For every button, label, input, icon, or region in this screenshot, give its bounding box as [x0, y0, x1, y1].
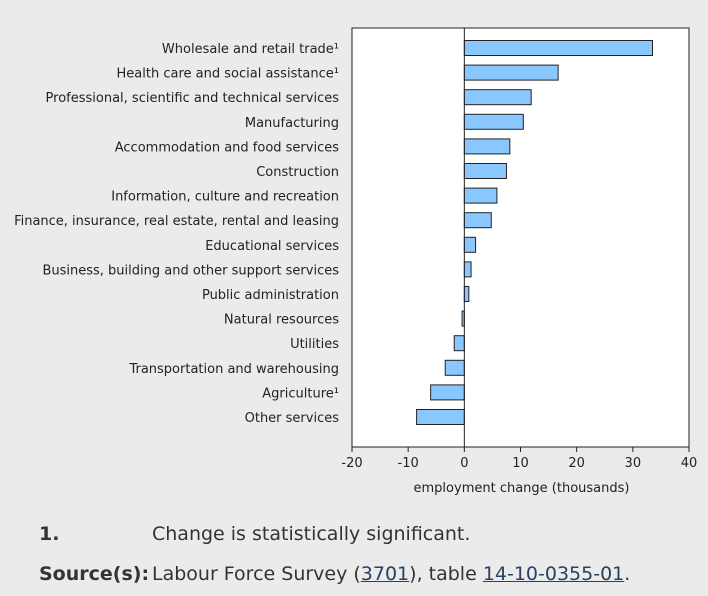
category-label: Manufacturing — [245, 116, 339, 131]
table-link[interactable]: 14-10-0355-01 — [482, 563, 625, 585]
x-tick-label: 0 — [460, 456, 468, 471]
bar — [463, 113, 524, 130]
category-label: Utilities — [290, 337, 339, 352]
x-tick-label: -20 — [341, 456, 362, 471]
category-label: Construction — [256, 165, 339, 180]
bars-group — [416, 40, 653, 425]
source-text-middle: ), table — [409, 563, 483, 585]
source-text-before: Labour Force Survey ( — [152, 563, 361, 585]
x-axis-title: employment change (thousands) — [414, 481, 630, 496]
source-text: Labour Force Survey (3701), table 14-10-… — [152, 563, 630, 585]
category-label: Finance, insurance, real estate, rental … — [14, 214, 339, 229]
source-text-after: . — [624, 563, 631, 585]
category-labels: Wholesale and retail trade¹ Health care a… — [14, 42, 339, 426]
x-tick-label: -10 — [398, 456, 419, 471]
source-row: Source(s): Labour Force Survey (3701), t… — [39, 554, 699, 594]
category-label: Business, building and other support ser… — [42, 263, 339, 278]
category-label: Agriculture¹ — [262, 386, 339, 401]
chart-notes: 1. Change is statistically significant. … — [39, 514, 699, 594]
bar — [463, 212, 492, 229]
bar — [463, 286, 470, 302]
bar — [463, 261, 472, 278]
x-axis-ticks: -20 -10 0 10 20 30 40 — [341, 447, 697, 471]
category-label: Other services — [245, 411, 340, 426]
employment-change-bar-chart: Wholesale and retail trade¹ Health care a… — [14, 27, 697, 496]
bar — [463, 163, 507, 179]
bar — [463, 40, 653, 56]
survey-link[interactable]: 3701 — [360, 563, 410, 585]
bar — [463, 138, 511, 155]
x-tick-label: 30 — [625, 456, 642, 471]
bar — [463, 187, 498, 204]
footnote-text: Change is statistically significant. — [152, 523, 471, 545]
category-label: Accommodation and food services — [115, 140, 339, 155]
bar — [463, 64, 559, 81]
category-label: Public administration — [202, 288, 339, 303]
category-label: Educational services — [205, 239, 339, 254]
category-label: Wholesale and retail trade¹ — [162, 42, 339, 57]
footnote-row: 1. Change is statistically significant. — [39, 514, 699, 554]
bar — [463, 236, 477, 253]
category-label: Transportation and warehousing — [128, 362, 339, 377]
bar — [430, 384, 465, 401]
x-tick-label: 40 — [681, 456, 698, 471]
category-label: Professional, scientific and technical s… — [46, 91, 340, 106]
bar — [444, 359, 465, 376]
category-label: Information, culture and recreation — [111, 190, 339, 205]
x-tick-label: 20 — [568, 456, 585, 471]
source-label: Source(s): — [39, 563, 150, 585]
bar — [453, 335, 465, 352]
category-label: Health care and social assistance¹ — [117, 67, 339, 82]
footnote-number: 1. — [39, 523, 60, 545]
bar — [463, 89, 532, 106]
bar — [416, 409, 465, 425]
x-tick-label: 10 — [512, 456, 529, 471]
category-label: Natural resources — [224, 313, 339, 328]
